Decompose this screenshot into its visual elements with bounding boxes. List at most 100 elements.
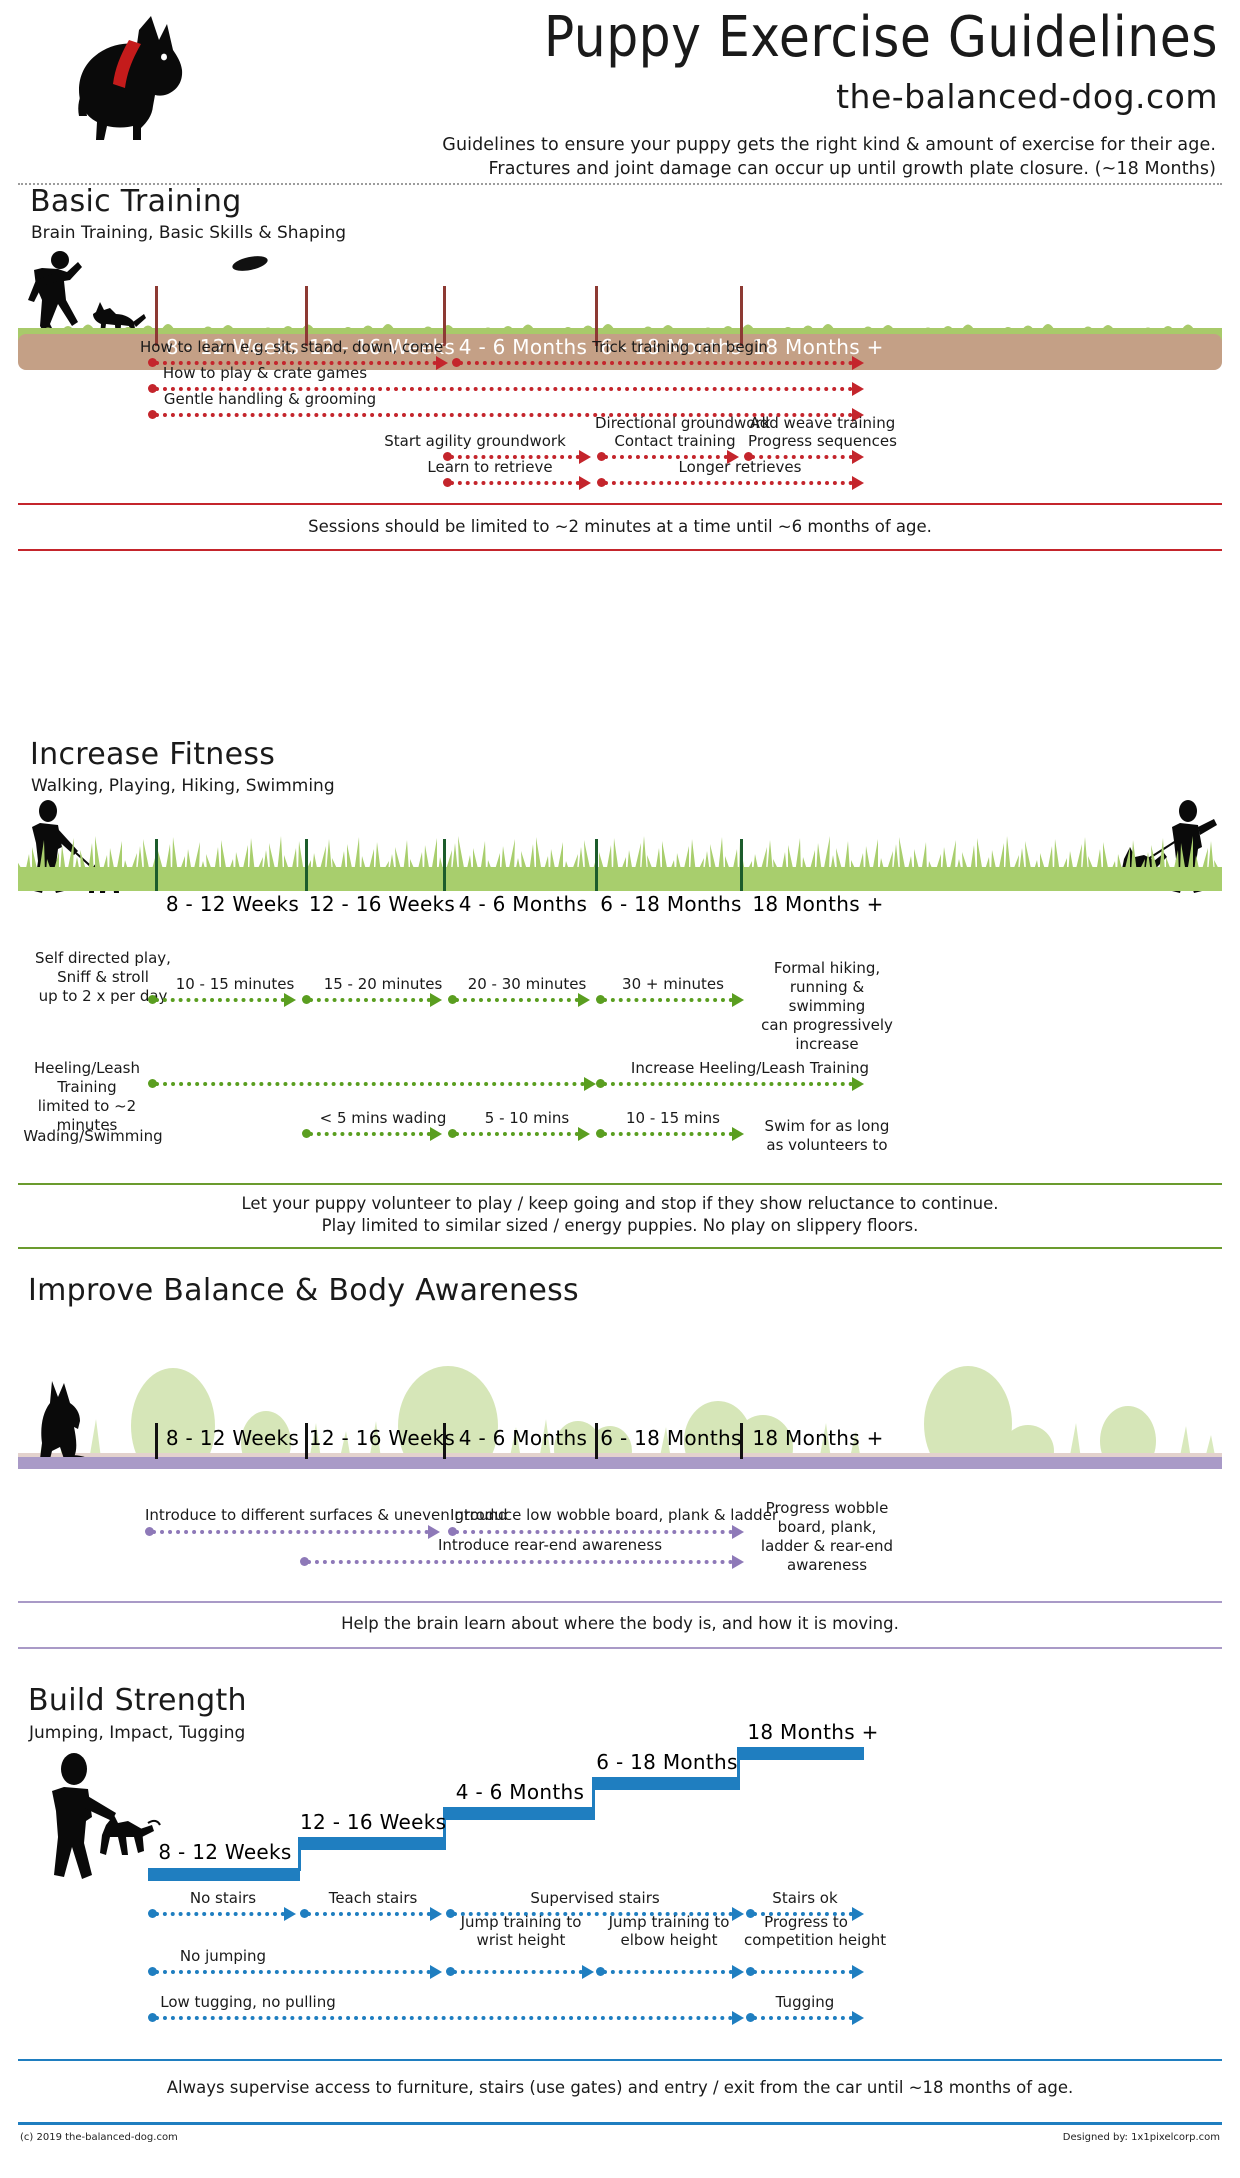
stair-riser-2: [592, 1777, 595, 1811]
age-band-0: 8 - 12 Weeks: [165, 1426, 300, 1450]
arrow-line: [455, 1530, 733, 1534]
arrow-head: [732, 1555, 744, 1569]
arrow-jump-elbow: [596, 1965, 744, 1979]
arrow-handling: [148, 408, 864, 422]
age-band-1: 12 - 16 Weeks: [308, 335, 456, 359]
age-band-2: 4 - 6 Months: [458, 335, 588, 359]
arrow-head: [582, 1965, 594, 1979]
arrow-label-tugging: Tugging: [775, 1993, 835, 2011]
age-band-0: 8 - 12 Weeks: [165, 335, 300, 359]
arrow-retrieve: [443, 476, 591, 490]
age-band-2: 4 - 6 Months: [458, 1426, 588, 1450]
age-band-0: 8 - 12 Weeks: [158, 1840, 292, 1864]
arrow-label-trick: Trick training can begin: [592, 338, 768, 356]
arrow-10-15-mins: [596, 1127, 744, 1141]
frisbee-icon: [231, 253, 269, 274]
arrow-line: [309, 998, 431, 1002]
section-title-increase-fitness: Increase Fitness: [30, 737, 276, 772]
tick-2: [305, 286, 308, 346]
arrow-label-crate: How to play & crate games: [162, 364, 368, 382]
arrow-line: [753, 1912, 853, 1916]
sitting-dog-icon: [40, 1381, 92, 1463]
arrow-head: [578, 993, 590, 1007]
arrow-label-longer-retrieve: Longer retrieves: [678, 458, 802, 476]
arrow-head: [732, 1965, 744, 1979]
arrow-longer-retrieve: [597, 476, 864, 490]
arrow-wobble: [448, 1525, 744, 1539]
arrow-head: [852, 450, 864, 464]
arrow-start-dot: [302, 995, 311, 1004]
arrow-line: [155, 2016, 733, 2020]
age-band-4: 18 Months +: [752, 335, 884, 359]
arrow-head: [852, 1077, 864, 1091]
arrow-learn: [148, 356, 448, 370]
arrow-start-dot: [148, 358, 157, 367]
age-band-3: 6 - 18 Months: [600, 1426, 742, 1450]
arrow-head: [578, 1127, 590, 1141]
arrow-label-agility: Start agility groundwork: [384, 432, 566, 450]
arrow-head: [852, 1907, 864, 1921]
tick-4: [595, 839, 598, 891]
tick-2: [305, 1423, 308, 1459]
arrow-start-dot: [443, 452, 452, 461]
arrow-head: [579, 450, 591, 464]
arrow-start-dot: [746, 1967, 755, 1976]
grass-band-fitness: [18, 836, 1222, 891]
arrow-label-jump-wrist: Jump training to wrist height: [460, 1913, 582, 1949]
row-right-progress-wobble: Progress wobble board, plank, ladder & rea…: [760, 1499, 894, 1574]
age-band-4: 18 Months +: [752, 892, 884, 916]
arrow-head: [584, 1077, 596, 1091]
row-left-wading: Wading/Swimming: [23, 1127, 163, 1145]
arrow-head: [430, 1907, 442, 1921]
arrow-10-15: [148, 993, 296, 1007]
arrow-head: [436, 356, 448, 370]
stair-step-3: [592, 1777, 740, 1790]
stair-step-0: [148, 1868, 300, 1881]
footer-divider: [18, 2122, 1222, 2125]
page-title: Puppy Exercise Guidelines: [543, 5, 1218, 70]
stair-riser-1: [443, 1807, 446, 1841]
arrow-line: [753, 2016, 853, 2020]
arrow-head: [732, 1127, 744, 1141]
tick-5: [740, 1423, 743, 1459]
arrow-start-dot: [597, 452, 606, 461]
arrow-label-low-tugging: Low tugging, no pulling: [160, 1993, 336, 2011]
arrow-start-dot: [145, 1527, 154, 1536]
arrow-line: [603, 998, 733, 1002]
arrow-start-dot: [746, 1909, 755, 1918]
section-subtitle-increase-fitness: Walking, Playing, Hiking, Swimming: [31, 776, 335, 796]
arrow-start-dot: [596, 995, 605, 1004]
arrow-line: [603, 1132, 733, 1136]
note-fitness-line-2: Play limited to similar sized / energy p…: [321, 1216, 919, 1235]
arrow-head: [852, 2011, 864, 2025]
note-fitness-line-1: Let your puppy volunteer to play / keep …: [241, 1194, 999, 1213]
seg-label-15-20: 15 - 20 minutes: [323, 975, 443, 993]
arrow-15-20: [302, 993, 442, 1007]
page-header: Puppy Exercise Guidelines the-balanced-d…: [0, 0, 1240, 185]
arrow-increase-heeling: [596, 1077, 864, 1091]
age-band-1: 12 - 16 Weeks: [308, 1426, 456, 1450]
row-right-formal-hiking: Formal hiking, running & swimming can prog…: [761, 959, 893, 1053]
arrow-label-handling: Gentle handling & grooming: [163, 390, 377, 408]
arrow-line: [753, 1970, 853, 1974]
arrow-head: [732, 1907, 744, 1921]
arrow-line: [155, 1970, 431, 1974]
seg-label-wading: < 5 mins wading: [319, 1109, 447, 1127]
tick-3: [443, 286, 446, 346]
arrow-start-dot: [744, 452, 753, 461]
intro-line-1: Guidelines to ensure your puppy gets the…: [442, 135, 1216, 155]
arrow-label-rear-end: Introduce rear-end awareness: [437, 1536, 663, 1554]
arrow-head: [852, 356, 864, 370]
arrow-line: [155, 998, 285, 1002]
arrow-line: [155, 361, 437, 365]
arrow-agility: [443, 450, 591, 464]
arrow-start-dot: [446, 1967, 455, 1976]
stair-step-2: [443, 1807, 595, 1820]
arrow-start-dot: [452, 358, 461, 367]
arrow-head: [852, 382, 864, 396]
designer-credit: Designed by: 1x1pixelcorp.com: [1062, 2132, 1220, 2143]
seg-label-increase-heeling: Increase Heeling/Leash Training: [630, 1059, 870, 1077]
arrow-label-contact: Contact training: [614, 432, 736, 450]
arrow-teach-stairs: [300, 1907, 442, 1921]
section-title-basic-training: Basic Training: [30, 184, 242, 219]
